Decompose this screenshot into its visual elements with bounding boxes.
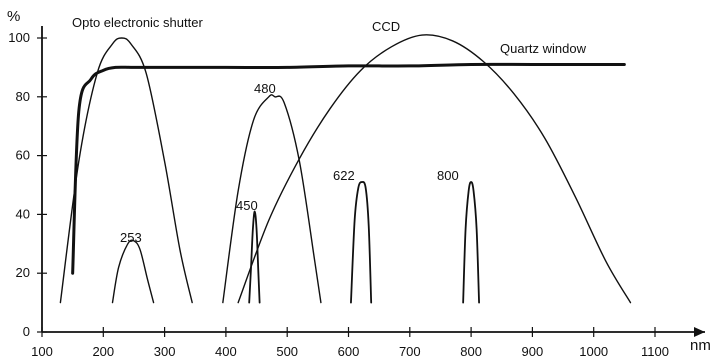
- x-tick-label: 500: [276, 344, 298, 359]
- x-tick-label: 100: [31, 344, 53, 359]
- series-label-quartz-window: Quartz window: [500, 41, 587, 56]
- series-line-quartz-window: [71, 62, 626, 275]
- x-tick-label: 800: [460, 344, 482, 359]
- series-line-800: [462, 181, 480, 304]
- series-label-ccd: CCD: [372, 19, 400, 34]
- series-line-622: [350, 181, 373, 304]
- y-tick-label: 60: [16, 148, 30, 163]
- x-axis-unit: nm: [690, 337, 711, 354]
- x-axis-arrowhead: [694, 327, 705, 337]
- x-tick-label: 600: [338, 344, 360, 359]
- series-label-800: 800: [437, 168, 459, 183]
- x-tick-label: 200: [92, 344, 114, 359]
- y-tick-label: 100: [8, 30, 30, 45]
- series-label-opto-electronic-shutter: Opto electronic shutter: [72, 15, 203, 30]
- series-line-ccd: [237, 34, 632, 304]
- series-line-253: [111, 239, 155, 304]
- series-line-450: [248, 210, 261, 304]
- x-tick-label: 400: [215, 344, 237, 359]
- curves-layer: [59, 34, 632, 304]
- series-label-622: 622: [333, 168, 355, 183]
- y-tick-label: 80: [16, 89, 30, 104]
- series-label-253: 253: [120, 230, 142, 245]
- series-label-480: 480: [254, 81, 276, 96]
- y-tick-label: 40: [16, 206, 30, 221]
- y-axis-unit: %: [7, 8, 20, 25]
- series-label-450: 450: [236, 198, 258, 213]
- x-tick-label: 1000: [579, 344, 608, 359]
- x-tick-label: 300: [154, 344, 176, 359]
- y-tick-label: 0: [23, 324, 30, 339]
- series-line-480: [222, 94, 322, 304]
- x-tick-label: 700: [399, 344, 421, 359]
- series-line-opto-electronic-shutter: [59, 37, 193, 304]
- axes-layer: 100 200 300 400 500 600 700 800 900 1000 1100 0 20 40…: [8, 26, 705, 359]
- labels-layer: % nm Quartz window Opto electronic shutter C…: [7, 8, 711, 354]
- x-tick-label: 1100: [641, 344, 669, 359]
- x-tick-label: 900: [522, 344, 544, 359]
- y-tick-label: 20: [16, 265, 30, 280]
